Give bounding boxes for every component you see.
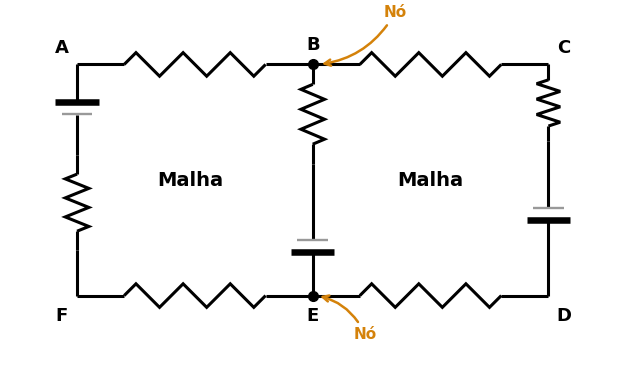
- Text: Malha: Malha: [398, 171, 464, 190]
- Text: Malha: Malha: [158, 171, 224, 190]
- Text: Nó: Nó: [324, 5, 406, 66]
- Text: A: A: [55, 39, 69, 57]
- Text: B: B: [306, 37, 319, 54]
- Text: D: D: [556, 307, 571, 324]
- Text: C: C: [557, 39, 570, 57]
- Text: Nó: Nó: [323, 296, 377, 342]
- Text: E: E: [307, 307, 319, 326]
- Text: F: F: [55, 307, 68, 324]
